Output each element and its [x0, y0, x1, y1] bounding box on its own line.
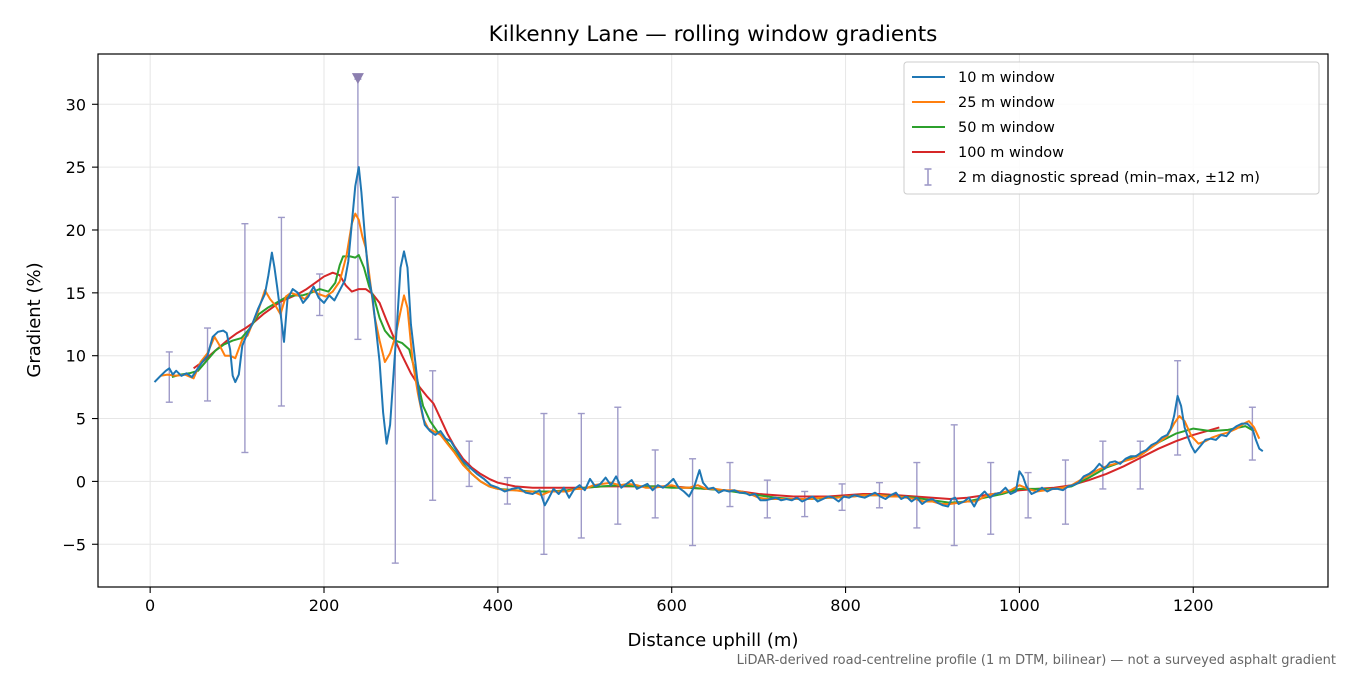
y-axis-label: Gradient (%) [24, 262, 45, 377]
y-tick-label: 0 [76, 472, 86, 491]
y-tick-label: 10 [66, 347, 86, 366]
chart-title: Kilkenny Lane — rolling window gradients [489, 22, 938, 47]
legend: 10 m window 25 m window 50 m window 100 m w… [903, 61, 1320, 195]
series-line [171, 254, 1255, 504]
clipped-value-marker [351, 73, 364, 85]
x-tick-label: 800 [830, 596, 861, 615]
legend-label: 10 m window [958, 70, 1055, 86]
legend-label: 50 m window [958, 120, 1055, 136]
series-line [160, 212, 1261, 505]
x-tick-label: 200 [309, 596, 340, 615]
legend-label: 25 m window [958, 95, 1055, 111]
x-axis-label: Distance uphill (m) [628, 630, 799, 651]
legend-box [903, 61, 1320, 195]
y-tick-label: −5 [62, 535, 86, 554]
x-axis-ticks: 0 200 400 600 800 1000 1200 [145, 587, 1214, 615]
x-tick-label: 1000 [999, 596, 1040, 615]
y-tick-label: 30 [66, 95, 86, 114]
series-layer [153, 73, 1264, 564]
x-tick-label: 400 [483, 596, 514, 615]
footnote: LiDAR-derived road-centreline profile (1… [737, 653, 1336, 668]
y-tick-label: 15 [66, 284, 86, 303]
y-axis-ticks: −5 0 5 10 15 20 25 30 [62, 95, 98, 554]
legend-label: 2 m diagnostic spread (min–max, ±12 m) [958, 170, 1260, 186]
series-line [153, 166, 1264, 508]
legend-label: 100 m window [958, 145, 1064, 161]
y-tick-label: 25 [66, 158, 86, 177]
y-tick-label: 20 [66, 221, 86, 240]
plot-frame [97, 53, 1329, 588]
x-tick-label: 0 [145, 596, 155, 615]
y-tick-label: 5 [76, 410, 86, 429]
x-tick-label: 600 [656, 596, 687, 615]
x-tick-label: 1200 [1173, 596, 1214, 615]
